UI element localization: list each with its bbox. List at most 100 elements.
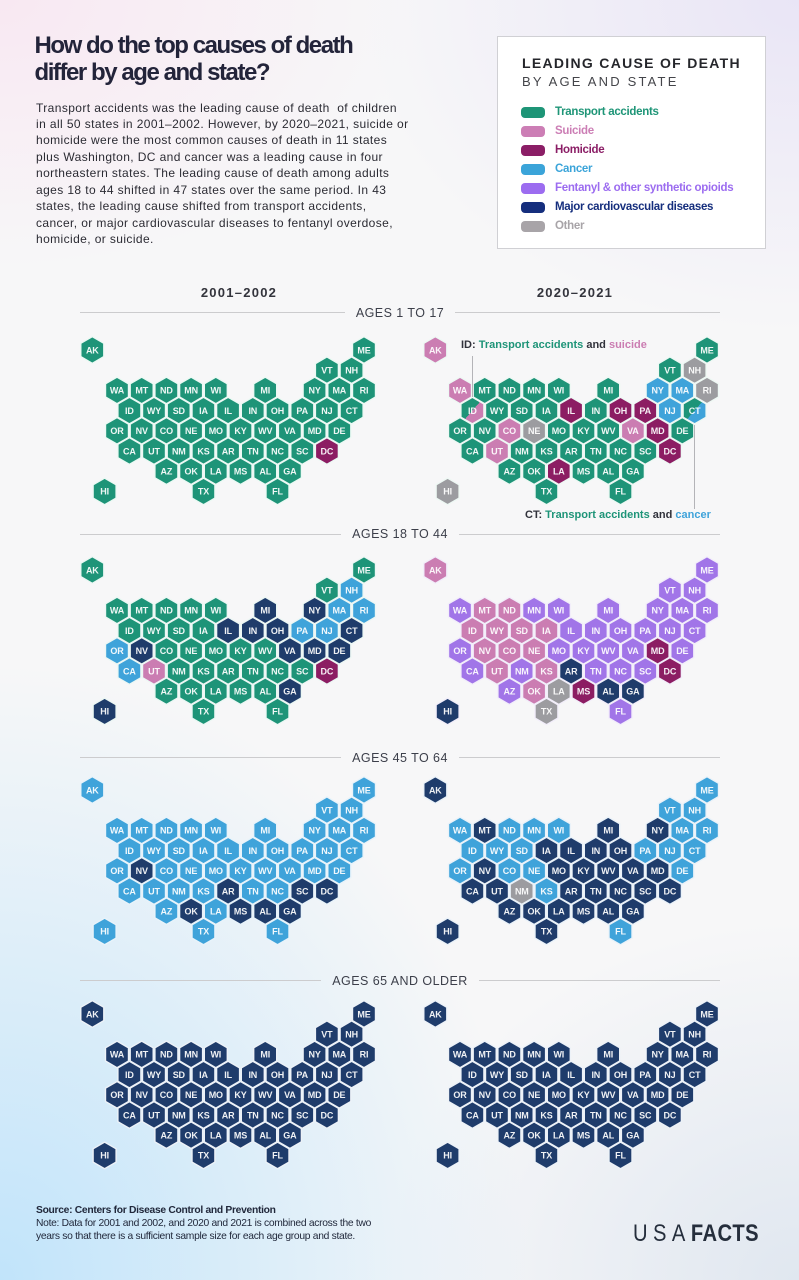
svg-text:NY: NY <box>308 826 320 836</box>
svg-text:KY: KY <box>577 426 589 436</box>
svg-text:NY: NY <box>651 606 663 616</box>
svg-text:CO: CO <box>503 426 516 436</box>
svg-text:HI: HI <box>100 487 109 497</box>
svg-text:NM: NM <box>515 446 529 456</box>
svg-text:MN: MN <box>527 606 541 616</box>
svg-text:SC: SC <box>639 886 652 896</box>
svg-text:AK: AK <box>86 1009 99 1019</box>
svg-text:ME: ME <box>700 1009 713 1019</box>
svg-text:WV: WV <box>601 1090 615 1100</box>
svg-text:SC: SC <box>639 666 652 676</box>
svg-text:ID: ID <box>125 626 134 636</box>
svg-text:ND: ND <box>160 826 173 836</box>
svg-text:CA: CA <box>466 666 479 676</box>
svg-text:OH: OH <box>614 406 627 416</box>
svg-text:WV: WV <box>258 1090 272 1100</box>
svg-text:AZ: AZ <box>504 687 516 697</box>
svg-text:HI: HI <box>443 1151 452 1161</box>
svg-text:VA: VA <box>284 646 296 656</box>
svg-text:MA: MA <box>675 1050 689 1060</box>
svg-text:SC: SC <box>639 1110 652 1120</box>
svg-text:NY: NY <box>308 1050 320 1060</box>
svg-text:WV: WV <box>601 866 615 876</box>
svg-text:GA: GA <box>283 1131 297 1141</box>
svg-text:MN: MN <box>527 1050 541 1060</box>
svg-text:AZ: AZ <box>161 1131 173 1141</box>
svg-text:ID: ID <box>468 846 477 856</box>
svg-text:KS: KS <box>540 666 552 676</box>
svg-text:NC: NC <box>271 1110 284 1120</box>
svg-text:WI: WI <box>553 606 564 616</box>
svg-text:NM: NM <box>172 886 186 896</box>
svg-text:KS: KS <box>197 886 209 896</box>
svg-text:OR: OR <box>110 866 124 876</box>
svg-text:LA: LA <box>210 467 222 477</box>
svg-text:NJ: NJ <box>664 846 675 856</box>
svg-text:NY: NY <box>651 386 663 396</box>
svg-text:AK: AK <box>86 345 99 355</box>
svg-text:NY: NY <box>651 826 663 836</box>
svg-text:KY: KY <box>577 1090 589 1100</box>
svg-text:OK: OK <box>184 907 198 917</box>
svg-text:CT: CT <box>346 626 358 636</box>
svg-text:HI: HI <box>100 707 109 717</box>
svg-text:VT: VT <box>664 806 676 816</box>
svg-text:AL: AL <box>602 687 614 697</box>
svg-text:LA: LA <box>553 467 565 477</box>
svg-text:ID: ID <box>125 1070 134 1080</box>
svg-text:MN: MN <box>184 1050 198 1060</box>
svg-text:AZ: AZ <box>504 1131 516 1141</box>
svg-text:FL: FL <box>272 927 283 937</box>
svg-text:MN: MN <box>184 606 198 616</box>
svg-text:VA: VA <box>627 866 639 876</box>
svg-text:GA: GA <box>626 907 640 917</box>
svg-text:VA: VA <box>284 426 296 436</box>
svg-text:WA: WA <box>453 606 468 616</box>
svg-text:DC: DC <box>321 446 334 456</box>
svg-text:DE: DE <box>676 866 688 876</box>
svg-text:VA: VA <box>627 646 639 656</box>
svg-text:NE: NE <box>185 426 197 436</box>
svg-text:MI: MI <box>603 1050 613 1060</box>
svg-text:ME: ME <box>700 345 713 355</box>
svg-text:AR: AR <box>222 446 235 456</box>
svg-text:MA: MA <box>675 606 689 616</box>
svg-text:AR: AR <box>565 666 578 676</box>
svg-text:UT: UT <box>148 666 160 676</box>
svg-text:IN: IN <box>591 846 600 856</box>
svg-text:SC: SC <box>296 666 309 676</box>
svg-text:WV: WV <box>601 646 615 656</box>
svg-text:DE: DE <box>676 426 688 436</box>
svg-text:AK: AK <box>429 1009 442 1019</box>
svg-text:SD: SD <box>516 406 529 416</box>
svg-text:MO: MO <box>552 646 566 656</box>
svg-text:AR: AR <box>222 1110 235 1120</box>
svg-text:MD: MD <box>651 646 665 656</box>
svg-text:CT: CT <box>689 406 701 416</box>
svg-text:IN: IN <box>591 626 600 636</box>
svg-text:OH: OH <box>614 846 627 856</box>
svg-text:TX: TX <box>198 927 209 937</box>
svg-text:RI: RI <box>703 826 712 836</box>
svg-text:MO: MO <box>209 866 223 876</box>
svg-text:VT: VT <box>321 1030 333 1040</box>
svg-text:PA: PA <box>639 846 651 856</box>
svg-text:ME: ME <box>700 785 713 795</box>
svg-text:MD: MD <box>651 1090 665 1100</box>
svg-text:HI: HI <box>443 487 452 497</box>
svg-text:NH: NH <box>688 806 701 816</box>
svg-text:NJ: NJ <box>664 1070 675 1080</box>
svg-text:SD: SD <box>516 626 529 636</box>
svg-text:ND: ND <box>503 386 516 396</box>
svg-text:NE: NE <box>185 866 197 876</box>
svg-text:DC: DC <box>321 886 334 896</box>
svg-text:WY: WY <box>147 846 161 856</box>
svg-text:OR: OR <box>453 866 467 876</box>
svg-text:MO: MO <box>552 1090 566 1100</box>
svg-text:OK: OK <box>527 907 541 917</box>
svg-text:OH: OH <box>614 1070 627 1080</box>
svg-text:SD: SD <box>173 406 186 416</box>
svg-text:MN: MN <box>527 826 541 836</box>
svg-text:CO: CO <box>160 866 173 876</box>
svg-text:HI: HI <box>100 1151 109 1161</box>
